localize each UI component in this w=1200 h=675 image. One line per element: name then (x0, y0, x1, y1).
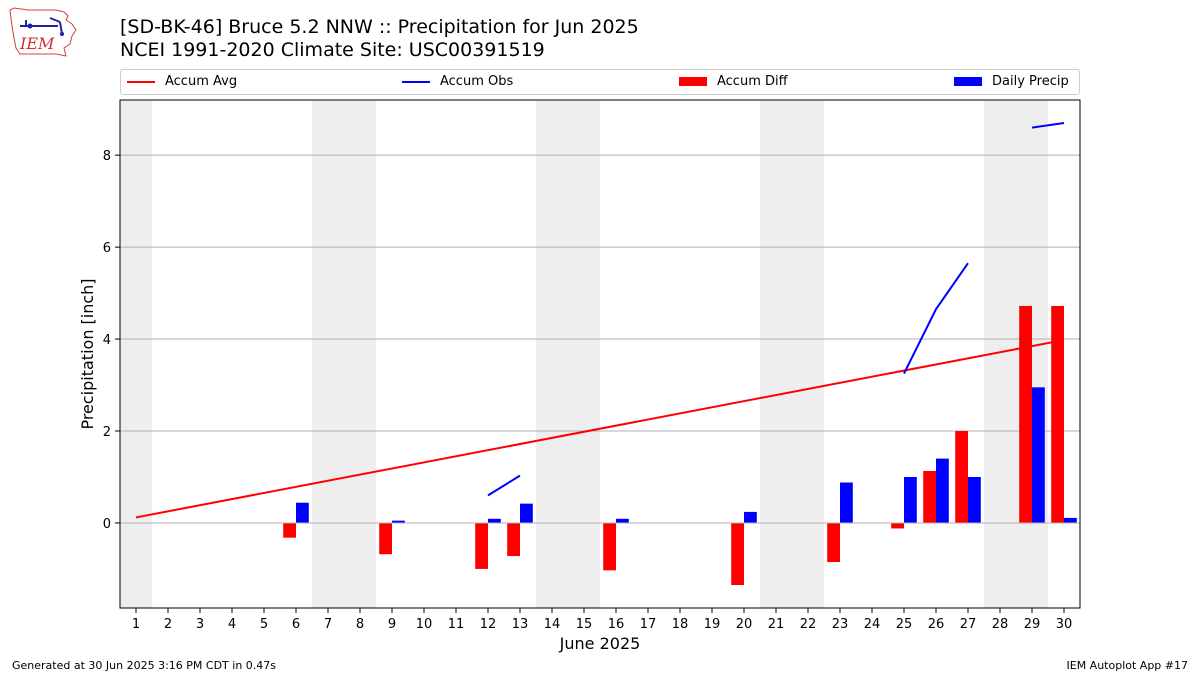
chart-title: [SD-BK-46] Bruce 5.2 NNW :: Precipitatio… (120, 16, 639, 38)
iem-logo: IEM (6, 4, 82, 64)
daily-precip-bar-day-9 (392, 520, 405, 523)
legend-swatch-accum-avg (127, 80, 155, 83)
daily-precip-bar-day-30 (1064, 517, 1077, 523)
weekend-band-3 (760, 100, 824, 608)
accum-diff-bar-day-12 (475, 522, 488, 569)
app-credit: IEM Autoplot App #17 (1066, 659, 1189, 672)
chart-subtitle: NCEI 1991-2020 Climate Site: USC00391519 (120, 39, 545, 61)
xtick-label-13: 13 (512, 617, 529, 632)
daily-precip-bar-day-6 (296, 502, 309, 523)
legend-item-accum-avg: Accum Avg (127, 74, 237, 90)
accum-diff-bar-day-9 (379, 522, 392, 555)
xtick-label-19: 19 (704, 617, 721, 632)
legend-swatch-accum-diff (679, 77, 707, 86)
accum-obs-line-2 (1031, 121, 1065, 129)
xtick-label-16: 16 (608, 617, 625, 632)
xtick-label-5: 5 (260, 617, 268, 632)
xtick-label-30: 30 (1056, 617, 1073, 632)
legend-label-daily-precip: Daily Precip (992, 74, 1069, 89)
daily-precip-bar-day-12 (488, 518, 501, 523)
xtick-label-6: 6 (292, 617, 300, 632)
accum-diff-bar-day-26 (923, 471, 936, 523)
legend-swatch-daily-precip (954, 77, 982, 86)
weekend-band-1 (312, 100, 376, 608)
ytick-label-2: 2 (103, 425, 111, 440)
xtick-label-14: 14 (544, 617, 561, 632)
xtick-label-27: 27 (960, 617, 977, 632)
daily-precip-bar-day-25 (904, 476, 917, 523)
xtick-label-26: 26 (928, 617, 945, 632)
xtick-label-28: 28 (992, 617, 1009, 632)
xtick-label-23: 23 (832, 617, 849, 632)
accum-diff-bar-day-30 (1051, 305, 1064, 523)
xtick-label-25: 25 (896, 617, 913, 632)
xtick-label-4: 4 (228, 617, 236, 632)
accum-diff-bar-day-29 (1019, 305, 1032, 523)
weekend-band-2 (536, 100, 600, 608)
legend: Accum Avg Accum Obs Accum Diff Daily Pre… (120, 69, 1080, 95)
weekend-band-0 (120, 100, 152, 608)
xtick-label-11: 11 (448, 617, 465, 632)
xtick-label-2: 2 (164, 617, 172, 632)
xtick-label-24: 24 (864, 617, 881, 632)
accum-diff-bar-day-13 (507, 522, 520, 557)
xtick-label-29: 29 (1024, 617, 1041, 632)
xtick-label-21: 21 (768, 617, 785, 632)
xtick-label-8: 8 (356, 617, 364, 632)
accum-obs-line-0 (487, 474, 521, 497)
legend-swatch-accum-obs (402, 80, 430, 83)
daily-precip-bar-day-20 (744, 511, 757, 523)
iowa-state-outline-icon: IEM (9, 7, 77, 57)
daily-precip-bar-day-13 (520, 503, 533, 523)
daily-precip-bar-day-26 (936, 458, 949, 523)
accum-diff-bar-day-23 (827, 522, 840, 563)
generated-timestamp: Generated at 30 Jun 2025 3:16 PM CDT in … (12, 659, 277, 672)
xtick-label-12: 12 (480, 617, 497, 632)
legend-item-accum-diff: Accum Diff (679, 74, 788, 90)
accum-diff-bar-day-6 (283, 522, 296, 538)
xtick-label-17: 17 (640, 617, 657, 632)
accum-avg-line (135, 338, 1065, 519)
daily-precip-bar-day-23 (840, 482, 853, 523)
xtick-label-10: 10 (416, 617, 433, 632)
xtick-label-20: 20 (736, 617, 753, 632)
xtick-label-18: 18 (672, 617, 689, 632)
legend-label-accum-avg: Accum Avg (165, 74, 238, 89)
xtick-label-22: 22 (800, 617, 817, 632)
x-axis-label: June 2025 (559, 634, 641, 653)
xtick-label-1: 1 (132, 617, 140, 632)
ytick-label-6: 6 (103, 241, 111, 256)
plot-frame (119, 99, 1081, 609)
accum-diff-bar-day-27 (955, 431, 968, 523)
legend-item-daily-precip: Daily Precip (954, 74, 1069, 90)
accum-diff-bar-day-20 (731, 522, 744, 586)
accum-obs-line-1 (903, 262, 969, 374)
accum-diff-bar-day-16 (603, 522, 616, 571)
y-axis-label: Precipitation [inch] (78, 278, 97, 429)
daily-precip-bar-day-29 (1032, 387, 1045, 523)
legend-label-accum-obs: Accum Obs (440, 74, 514, 89)
legend-label-accum-diff: Accum Diff (717, 74, 788, 89)
ytick-label-8: 8 (103, 149, 111, 164)
xtick-label-3: 3 (196, 617, 204, 632)
xtick-label-15: 15 (576, 617, 593, 632)
logo-text: IEM (19, 34, 55, 53)
xtick-label-7: 7 (324, 617, 332, 632)
accum-diff-bar-day-25 (891, 522, 904, 529)
daily-precip-bar-day-16 (616, 518, 629, 523)
legend-item-accum-obs: Accum Obs (402, 74, 513, 90)
daily-precip-bar-day-27 (968, 476, 981, 523)
ytick-label-0: 0 (103, 517, 111, 532)
xtick-label-9: 9 (388, 617, 396, 632)
ytick-label-4: 4 (103, 333, 111, 348)
